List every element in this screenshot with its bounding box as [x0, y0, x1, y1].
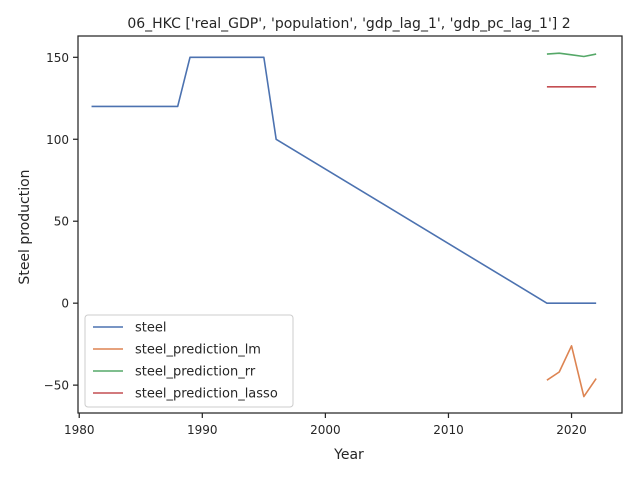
legend-label: steel_prediction_lasso: [135, 387, 278, 402]
legend-label: steel_prediction_lm: [135, 343, 261, 358]
legend-box: [84, 314, 294, 408]
chart-title: 06_HKC ['real_GDP', 'population', 'gdp_l…: [127, 16, 570, 32]
x-axis-label: Year: [333, 447, 364, 463]
plot-frame: [77, 35, 623, 414]
y-tick-label: 150: [46, 51, 69, 65]
y-axis-label: Steel production: [17, 169, 33, 284]
legend-label: steel_prediction_rr: [135, 365, 256, 380]
y-tick-label: −50: [44, 379, 69, 393]
series-line-steel-prediction-rr: [546, 52, 597, 58]
y-tick-label: 50: [54, 215, 69, 229]
y-tick-label: 100: [46, 133, 69, 147]
legend: steel steel_prediction_lm steel_prediction…: [84, 314, 294, 408]
series-lines: [91, 52, 597, 398]
series-line-steel-prediction-lm: [546, 344, 597, 398]
x-tick-label: 2020: [556, 423, 587, 437]
axis-ticks: 1980 1990 2000 2010 2020 −50 0 50 100 150: [44, 51, 587, 437]
x-tick-label: 1990: [187, 423, 218, 437]
x-tick-label: 2010: [433, 423, 464, 437]
x-tick-label: 2000: [310, 423, 341, 437]
y-tick-label: 0: [61, 297, 69, 311]
series-line-steel: [91, 56, 597, 304]
legend-label: steel: [135, 321, 166, 336]
x-tick-label: 1980: [64, 423, 95, 437]
